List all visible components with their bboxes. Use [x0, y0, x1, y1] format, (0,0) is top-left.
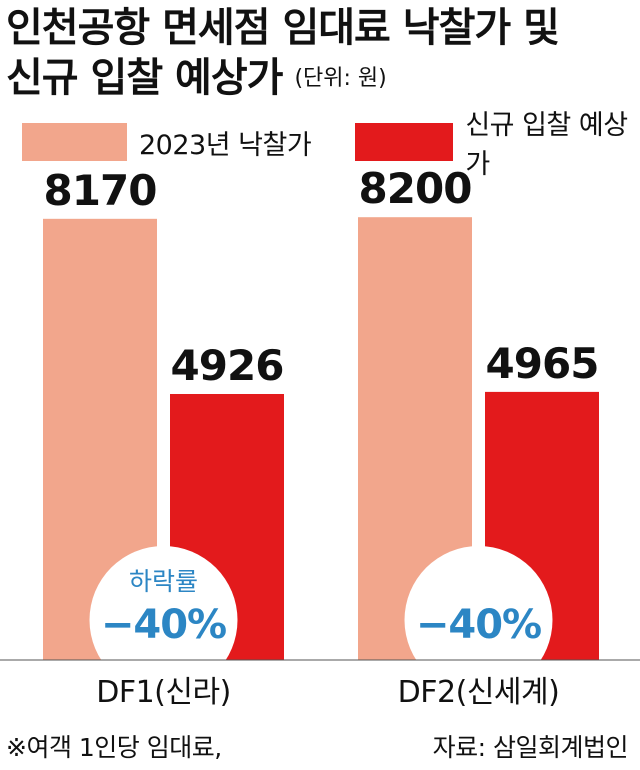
- chart-title-line2: 신규 입찰 예상가 (단위: 원): [6, 58, 387, 98]
- category-label-2: DF2(신세계): [398, 675, 560, 710]
- legend-label-new: 신규 입찰 예상가: [465, 110, 628, 180]
- chart-title-line1: 인천공항 면세점 임대료 낙찰가 및: [6, 5, 560, 51]
- legend-swatch-2023: [22, 123, 127, 161]
- decline-label-1: 하락률: [129, 567, 198, 596]
- legend-item-new: 신규 입찰 예상가: [355, 110, 640, 180]
- chart-title-text: 신규 입찰 예상가: [6, 55, 283, 101]
- decline-badge-1: [89, 546, 238, 694]
- data-label-1-1: 8170: [44, 166, 157, 215]
- legend-label-2023: 2023년 낙찰가: [139, 129, 312, 161]
- data-label-2-1: 8200: [359, 164, 472, 213]
- category-label-1: DF1(신라): [96, 675, 231, 710]
- footnote-left: ※여객 1인당 임대료,: [6, 733, 222, 762]
- unit-label: (단위: 원): [294, 66, 387, 91]
- legend-item-2023: 2023년 낙찰가: [22, 122, 312, 162]
- data-label-1-2: 4926: [171, 341, 284, 390]
- decline-value-2: −40%: [416, 602, 541, 648]
- footnote-source: 자료: 삼일회계법인: [432, 733, 629, 762]
- legend-swatch-new: [355, 123, 454, 161]
- decline-badge-2: [404, 546, 553, 694]
- decline-value-1: −40%: [101, 602, 226, 648]
- data-label-2-2: 4965: [486, 339, 599, 388]
